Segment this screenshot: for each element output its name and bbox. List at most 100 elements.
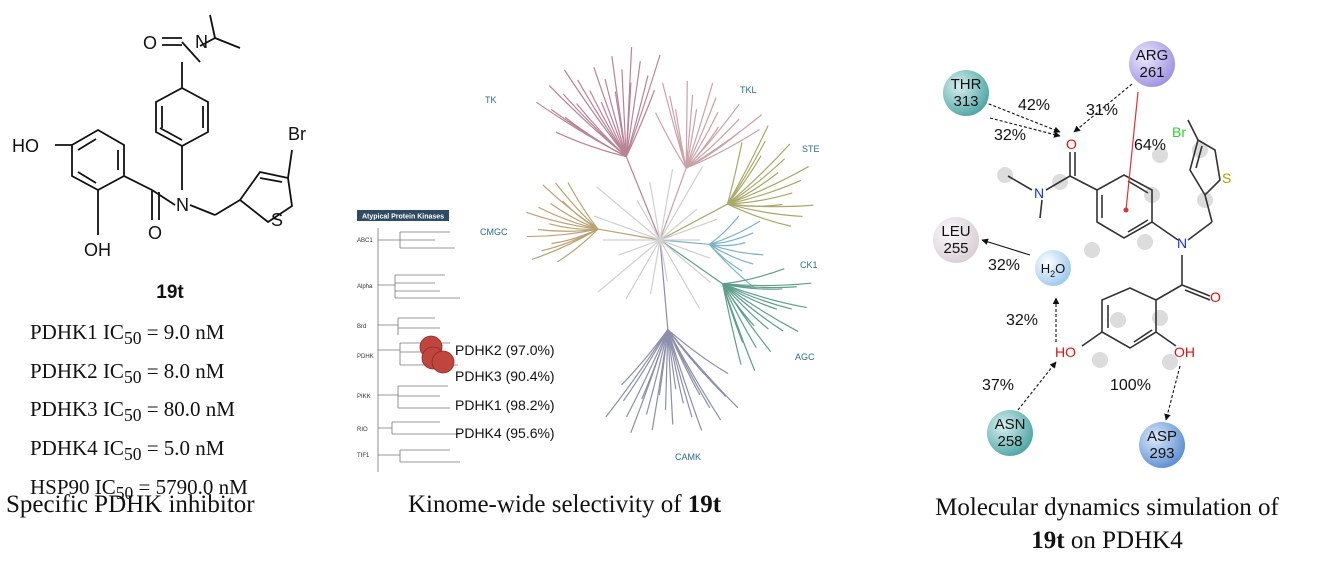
residue-arg261: ARG 261 <box>1129 41 1175 87</box>
water-label: H2O <box>1041 261 1066 279</box>
central-nitrogen-label: N <box>1177 235 1187 251</box>
branch-camk <box>667 329 703 431</box>
branch-ste <box>727 143 791 205</box>
interaction-diagram: Br S O N N O HO OH THR 313 ARG 2 <box>933 41 1231 468</box>
atypical-dendrogram <box>377 228 460 472</box>
branch-tkl <box>685 114 763 169</box>
branch-trunk-tk <box>625 156 661 241</box>
family-pikk: PIKK <box>357 394 371 400</box>
pct-water: 32% <box>1006 312 1038 329</box>
residue-arg261-name: ARG <box>1136 47 1169 64</box>
hydroxyl-label-ortho: OH <box>84 240 111 260</box>
kinome-tree: TK TKL STE CK1 AGC CAMK CMGC Atypical Pr… <box>357 47 820 472</box>
branch-camk <box>667 329 722 421</box>
compound-label: 19t <box>156 282 184 303</box>
branch-tkl <box>685 80 688 169</box>
ring-centroid <box>1123 207 1129 213</box>
hbond-arrows <box>981 83 1181 421</box>
residue-asn258-sphere <box>987 410 1033 456</box>
branch-tk <box>555 131 627 158</box>
residue-asp293-sphere <box>1139 422 1185 468</box>
branch-agc <box>722 283 772 353</box>
compound-structure-panel: O N Br HO N S O OH 19t PDHK1 IC50 = 9.0 … <box>0 0 340 562</box>
residue-asn258: ASN 258 <box>987 410 1033 456</box>
skeleton-bonds <box>55 14 293 235</box>
branch-tkl <box>685 103 740 169</box>
branch-ste <box>727 203 792 227</box>
branch-cmgc <box>549 223 598 230</box>
ic50-subscript: 50 <box>123 444 142 465</box>
branch-ste <box>726 142 743 205</box>
branch-core <box>659 239 711 259</box>
residue-asp293: ASP 293 <box>1139 422 1185 468</box>
branch-ste <box>727 179 802 205</box>
branch-cmgc <box>538 206 599 230</box>
branch-tkl <box>655 112 687 169</box>
branch-core <box>659 239 668 282</box>
pi-cation-line <box>1125 91 1139 211</box>
branch-tk <box>604 78 627 157</box>
ic50-target: PDHK4 <box>30 436 98 461</box>
group-label-ste: STE <box>802 144 820 154</box>
residue-asp293-number: 293 <box>1149 445 1174 462</box>
hit-label-pdhk3: PDHK3 (90.4%) <box>455 368 555 384</box>
bromine-label: Br <box>1172 124 1186 140</box>
caption-compound: 19t <box>1031 527 1065 554</box>
residue-thr313-sphere <box>943 70 989 116</box>
residue-asp293-name: ASP <box>1147 428 1177 445</box>
ic50-target: PDHK3 <box>30 397 98 422</box>
amide-nitrogen-label: N <box>1034 185 1044 201</box>
ic50-subscript: 50 <box>123 328 142 349</box>
residue-leu255: LEU 255 <box>933 217 979 263</box>
branch-core <box>649 181 661 241</box>
branch-tkl <box>685 112 719 169</box>
ic50-row-pdhk3: PDHK3 IC50 = 80.0 nM <box>30 397 235 426</box>
group-label-agc: AGC <box>795 352 815 362</box>
branch-tkl <box>685 82 714 169</box>
group-label-cmgc: CMGC <box>480 227 508 237</box>
amide-nitrogen-label: N <box>195 32 208 52</box>
branch-ck1 <box>708 215 740 245</box>
branch-cmgc <box>556 228 599 263</box>
branch-core <box>659 166 704 241</box>
branch-trunk-tkl <box>659 167 687 241</box>
branch-core <box>618 239 661 256</box>
hydroxyl-label-para: HO <box>12 136 39 156</box>
branch-cmgc <box>550 202 599 230</box>
hydroxyl-label-right: OH <box>1174 344 1195 360</box>
pct-arg: 31% <box>1086 102 1118 119</box>
branch-tkl <box>685 118 740 169</box>
branch-ste <box>727 155 762 205</box>
pct-asp: 100% <box>1110 377 1151 394</box>
residue-thr313-name: THR <box>951 76 982 93</box>
branch-core <box>659 239 711 283</box>
branch-agc <box>722 283 784 332</box>
family-alpha: Alpha <box>357 284 373 290</box>
branch-cmgc <box>526 211 599 230</box>
ic50-row-hsp90: HSP90 IC50 = 5790.0 nM <box>30 474 248 503</box>
branch-ck1 <box>708 243 754 265</box>
pct-asn: 37% <box>982 377 1014 394</box>
ic50-row-pdhk2: PDHK2 IC50 = 8.0 nM <box>30 358 225 387</box>
ligand-bonds <box>1007 119 1221 349</box>
branch-ste <box>727 158 786 205</box>
branch-agc <box>722 283 792 310</box>
ic50-prefix: IC <box>94 474 116 499</box>
branch-tk <box>625 61 641 157</box>
residue-thr313: THR 313 <box>943 70 989 116</box>
ic50-value: 8.0 nM <box>163 358 225 383</box>
ic50-list: PDHK1 IC50 = 9.0 nM PDHK2 IC50 = 8.0 nM PD… <box>30 316 248 509</box>
branch-trunk-ck1 <box>659 239 710 245</box>
caption-line2: 19t on PDHK4 <box>882 524 1332 557</box>
branch-agc <box>722 283 769 330</box>
family-tif1: TIF1 <box>357 453 370 459</box>
branch-camk <box>645 329 669 415</box>
pdhk-hit-markers <box>419 335 455 374</box>
family-pdhk: PDHK <box>357 354 374 360</box>
residue-thr313-number: 313 <box>953 93 978 110</box>
group-label-ck1: CK1 <box>800 260 818 270</box>
branch-cmgc <box>542 184 599 230</box>
ic50-prefix: IC <box>102 358 124 383</box>
branch-camk <box>667 329 716 386</box>
branch-agc <box>722 283 742 365</box>
